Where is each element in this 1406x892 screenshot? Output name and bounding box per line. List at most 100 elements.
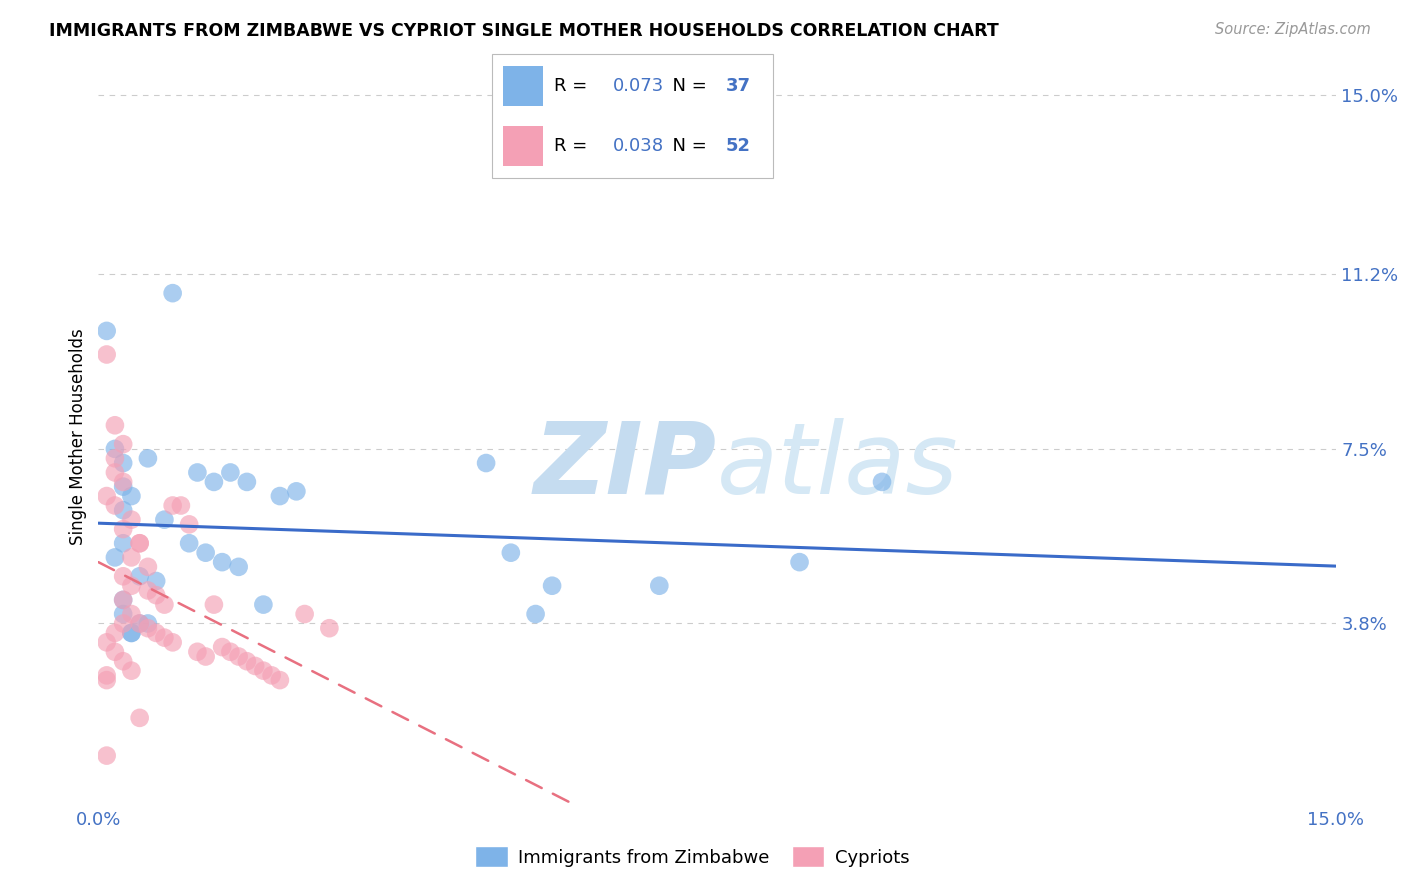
Text: 0.038: 0.038 <box>613 137 664 155</box>
Point <box>128 616 150 631</box>
Point <box>112 475 135 489</box>
Point <box>211 640 233 654</box>
Point <box>194 546 217 560</box>
Point <box>120 626 142 640</box>
Point <box>96 668 118 682</box>
Point <box>260 668 283 682</box>
Point <box>228 559 250 574</box>
Point <box>285 484 308 499</box>
Point <box>269 673 291 687</box>
Text: Source: ZipAtlas.com: Source: ZipAtlas.com <box>1215 22 1371 37</box>
Text: atlas: atlas <box>717 417 959 515</box>
Point <box>136 559 159 574</box>
Point <box>186 645 208 659</box>
Point <box>318 621 340 635</box>
Point <box>136 451 159 466</box>
Point <box>541 579 564 593</box>
Point <box>236 654 259 668</box>
Point <box>136 616 159 631</box>
Point <box>120 664 142 678</box>
Point <box>202 475 225 489</box>
Point <box>104 499 127 513</box>
Point <box>202 598 225 612</box>
Point <box>179 536 201 550</box>
Point <box>104 550 127 565</box>
Text: IMMIGRANTS FROM ZIMBABWE VS CYPRIOT SINGLE MOTHER HOUSEHOLDS CORRELATION CHART: IMMIGRANTS FROM ZIMBABWE VS CYPRIOT SING… <box>49 22 998 40</box>
Point <box>162 286 184 301</box>
Point <box>104 645 127 659</box>
Point <box>128 536 150 550</box>
Point <box>96 673 118 687</box>
Point <box>145 626 167 640</box>
Point <box>112 522 135 536</box>
Point <box>112 503 135 517</box>
Point <box>120 607 142 621</box>
FancyBboxPatch shape <box>503 126 543 166</box>
Point <box>112 593 135 607</box>
Point <box>136 621 159 635</box>
Point <box>136 583 159 598</box>
Point <box>104 626 127 640</box>
Point <box>475 456 498 470</box>
Point <box>104 418 127 433</box>
Point <box>128 569 150 583</box>
Point <box>128 711 150 725</box>
Point <box>112 437 135 451</box>
Point <box>870 475 893 489</box>
Point <box>112 480 135 494</box>
Text: 52: 52 <box>725 137 751 155</box>
Point <box>96 748 118 763</box>
Point <box>179 517 201 532</box>
Point <box>112 616 135 631</box>
Point <box>236 475 259 489</box>
Text: 0.073: 0.073 <box>613 77 664 95</box>
Point <box>128 616 150 631</box>
Point <box>112 456 135 470</box>
Point <box>211 555 233 569</box>
Y-axis label: Single Mother Households: Single Mother Households <box>69 329 87 545</box>
Point <box>104 451 127 466</box>
Point <box>104 466 127 480</box>
Point <box>128 536 150 550</box>
Point <box>153 513 176 527</box>
Text: N =: N = <box>661 77 713 95</box>
Point <box>648 579 671 593</box>
FancyBboxPatch shape <box>503 66 543 106</box>
Point <box>170 499 193 513</box>
Point <box>112 654 135 668</box>
Point <box>112 536 135 550</box>
Point <box>219 466 242 480</box>
Text: N =: N = <box>661 137 713 155</box>
Point <box>162 635 184 649</box>
Text: R =: R = <box>554 137 593 155</box>
Point <box>228 649 250 664</box>
Point <box>96 635 118 649</box>
Point <box>194 649 217 664</box>
Text: R =: R = <box>554 77 593 95</box>
Point <box>499 546 522 560</box>
Point <box>219 645 242 659</box>
Point <box>112 593 135 607</box>
Point <box>269 489 291 503</box>
FancyBboxPatch shape <box>492 54 773 178</box>
Point <box>524 607 547 621</box>
Point <box>96 324 118 338</box>
Point <box>145 588 167 602</box>
Point <box>186 466 208 480</box>
Text: 37: 37 <box>725 77 751 95</box>
Point <box>145 574 167 588</box>
Point <box>153 631 176 645</box>
Point <box>162 499 184 513</box>
Point <box>120 579 142 593</box>
Point <box>243 659 266 673</box>
Point <box>153 598 176 612</box>
Point <box>120 550 142 565</box>
Point <box>112 607 135 621</box>
Point <box>789 555 811 569</box>
Point <box>96 347 118 361</box>
Point <box>120 626 142 640</box>
Legend: Immigrants from Zimbabwe, Cypriots: Immigrants from Zimbabwe, Cypriots <box>468 839 917 874</box>
Point <box>120 489 142 503</box>
Point <box>294 607 316 621</box>
Point <box>96 489 118 503</box>
